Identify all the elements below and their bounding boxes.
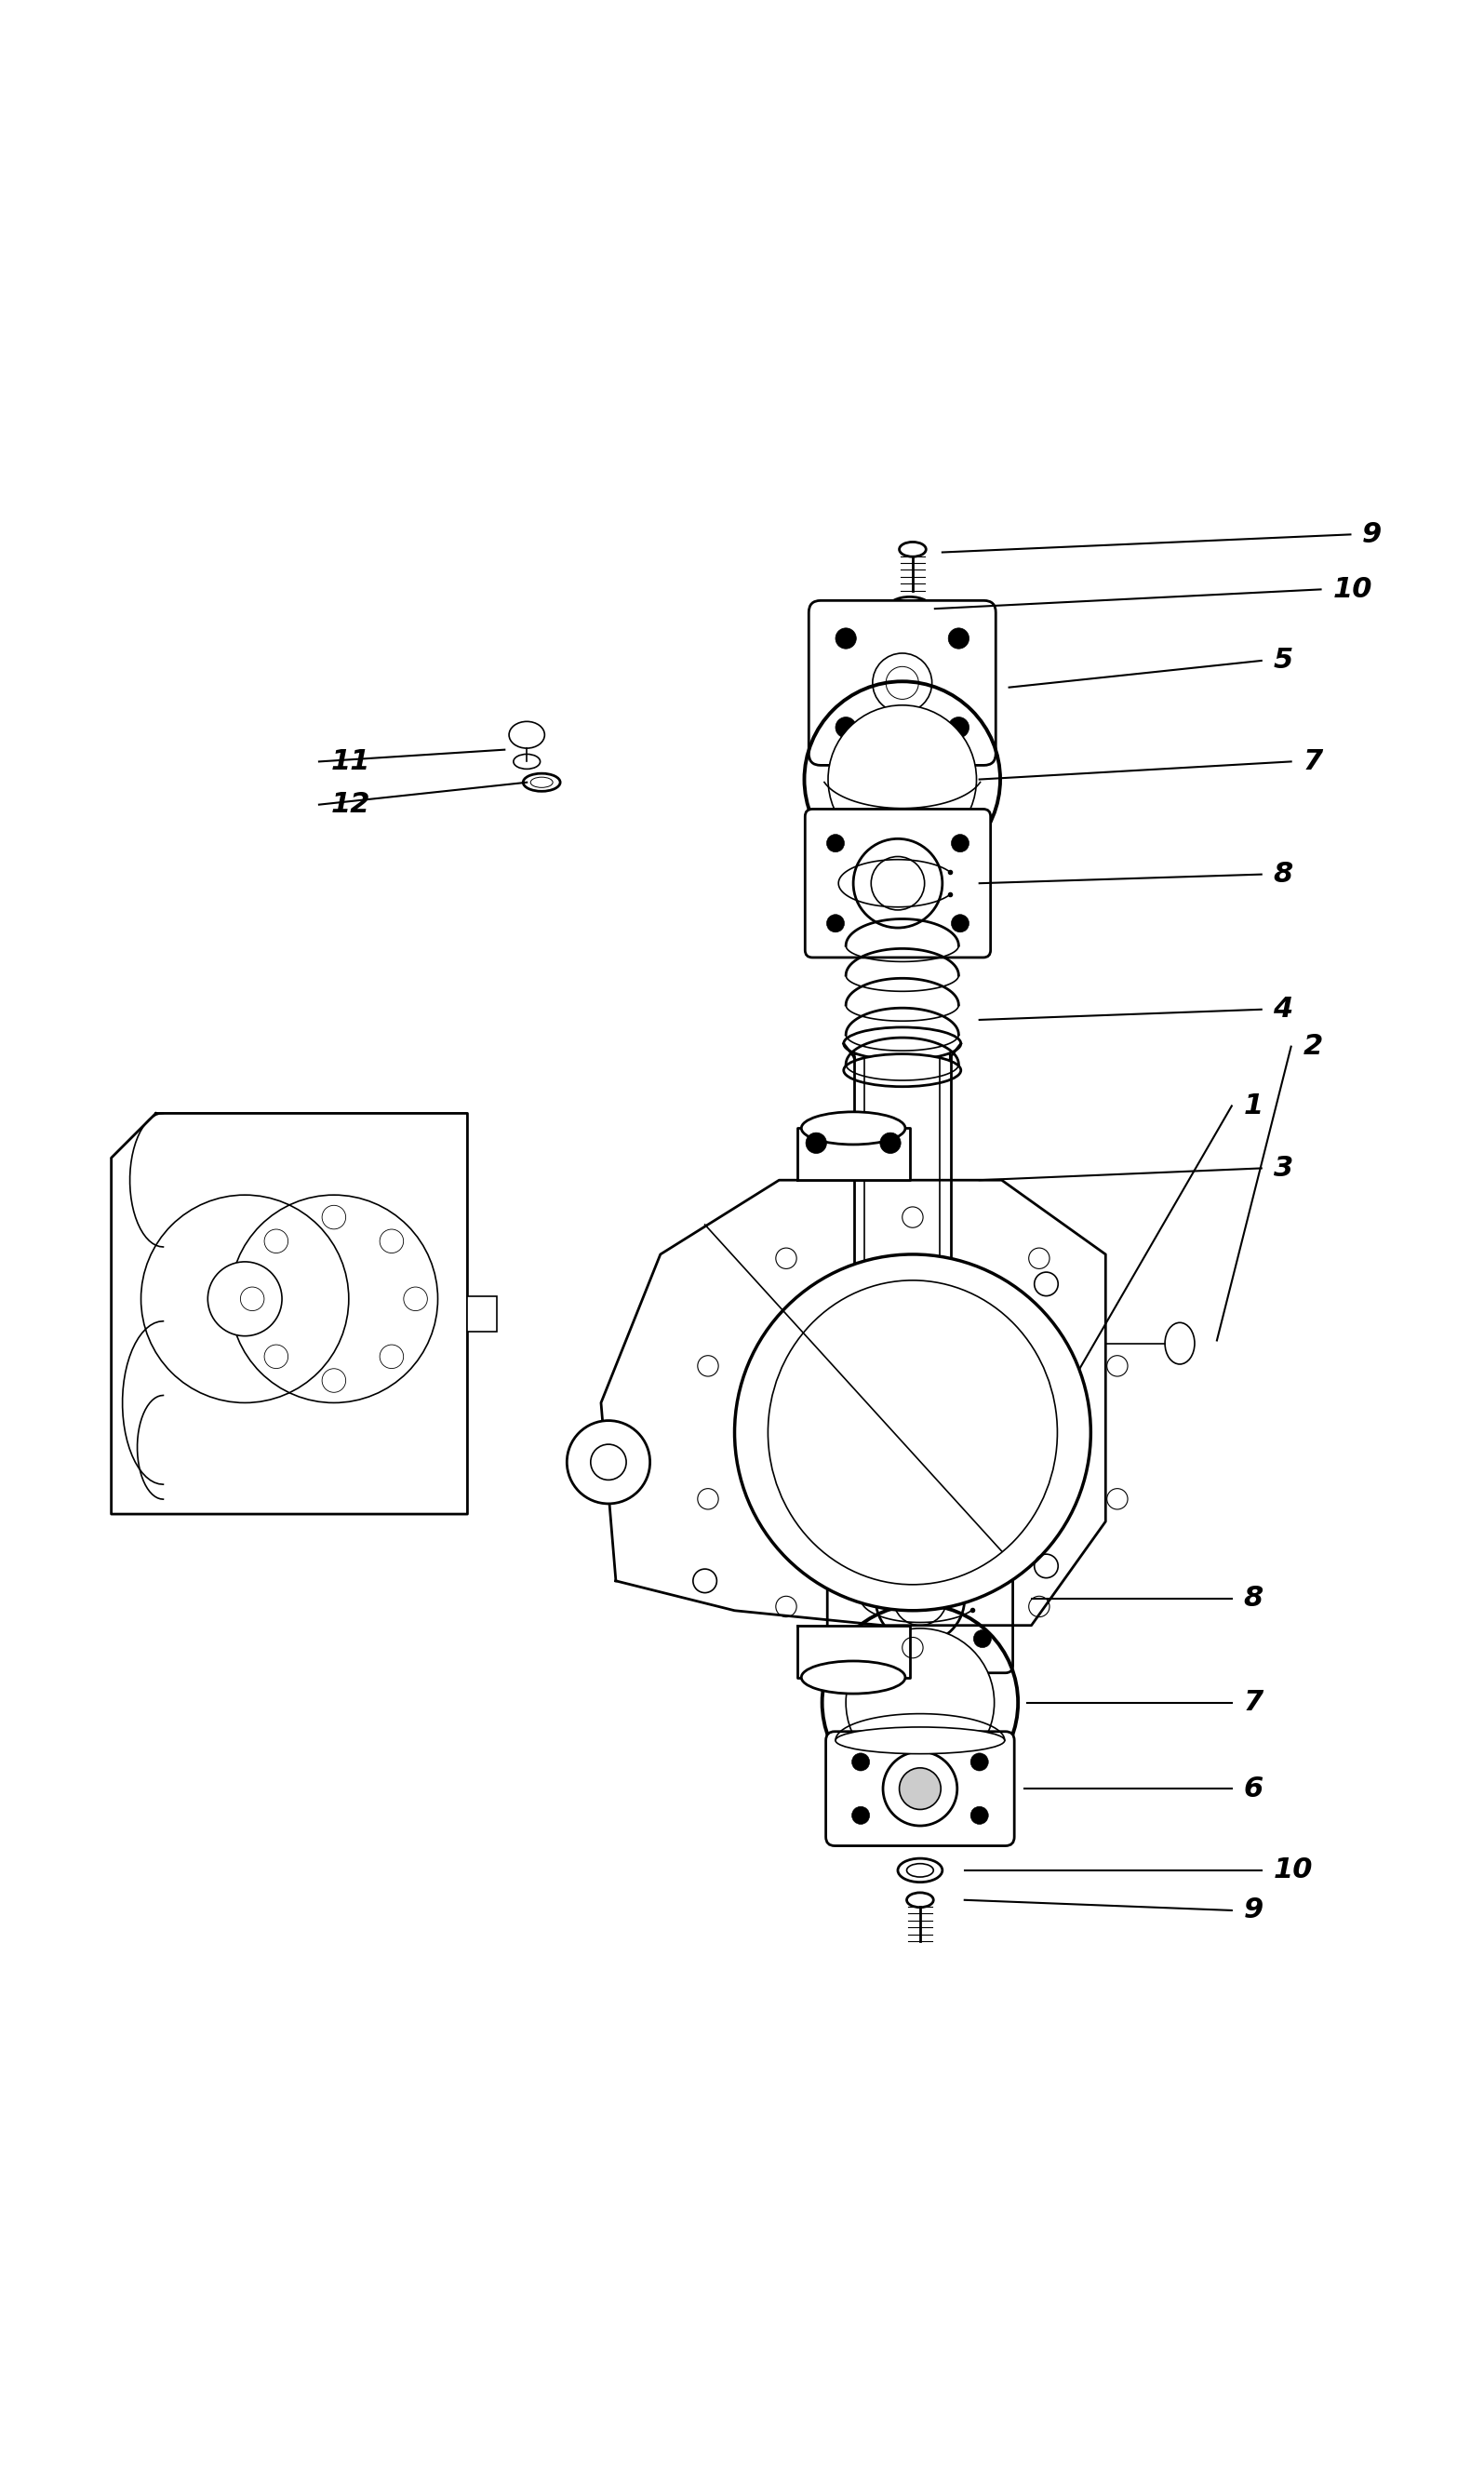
Bar	[467, 1297, 497, 1331]
Text: 7: 7	[1244, 1688, 1263, 1715]
Polygon shape	[797, 1626, 910, 1678]
Circle shape	[208, 1262, 282, 1336]
Ellipse shape	[855, 1041, 951, 1073]
FancyBboxPatch shape	[806, 808, 991, 957]
Circle shape	[974, 1629, 991, 1649]
Ellipse shape	[907, 1864, 933, 1877]
Ellipse shape	[513, 754, 540, 768]
FancyBboxPatch shape	[828, 1525, 1014, 1673]
Text: 8: 8	[1244, 1584, 1263, 1611]
Text: 5: 5	[1273, 647, 1293, 674]
Polygon shape	[601, 1180, 1106, 1626]
Ellipse shape	[531, 776, 552, 788]
Circle shape	[852, 1807, 870, 1825]
Ellipse shape	[843, 1054, 962, 1086]
Ellipse shape	[828, 704, 976, 853]
Text: 9: 9	[1244, 1896, 1263, 1924]
Ellipse shape	[898, 1859, 942, 1882]
Ellipse shape	[887, 597, 932, 620]
Text: 2: 2	[1303, 1034, 1322, 1061]
Ellipse shape	[835, 1728, 1005, 1753]
Text: 10: 10	[1273, 1857, 1313, 1884]
Text: 12: 12	[331, 791, 371, 818]
Ellipse shape	[896, 602, 923, 615]
Circle shape	[735, 1254, 1091, 1611]
Circle shape	[806, 1133, 827, 1153]
Circle shape	[567, 1420, 650, 1505]
Polygon shape	[111, 1113, 467, 1515]
Ellipse shape	[843, 1026, 962, 1061]
Circle shape	[948, 716, 969, 739]
Circle shape	[880, 1133, 901, 1153]
Ellipse shape	[801, 1113, 905, 1145]
Text: 4: 4	[1273, 997, 1293, 1024]
Circle shape	[971, 1807, 988, 1825]
Circle shape	[849, 1549, 867, 1567]
Text: 10: 10	[1333, 575, 1373, 602]
Ellipse shape	[855, 1294, 951, 1326]
Circle shape	[852, 1753, 870, 1770]
Circle shape	[835, 627, 856, 649]
Text: 6: 6	[1244, 1775, 1263, 1802]
Ellipse shape	[846, 1629, 994, 1777]
Ellipse shape	[509, 721, 545, 749]
Circle shape	[835, 716, 856, 739]
Ellipse shape	[801, 1661, 905, 1693]
Circle shape	[827, 915, 844, 932]
FancyBboxPatch shape	[809, 600, 996, 766]
Circle shape	[951, 835, 969, 853]
Circle shape	[893, 1572, 947, 1626]
Circle shape	[873, 654, 932, 711]
Circle shape	[974, 1549, 991, 1567]
Text: 3: 3	[1273, 1155, 1293, 1182]
Circle shape	[948, 627, 969, 649]
Ellipse shape	[1165, 1324, 1195, 1363]
Circle shape	[951, 915, 969, 932]
Circle shape	[871, 858, 925, 910]
Ellipse shape	[864, 1046, 941, 1068]
Text: 8: 8	[1273, 860, 1293, 887]
Text: 11: 11	[331, 749, 371, 776]
Text: 1: 1	[1244, 1093, 1263, 1121]
Polygon shape	[797, 1128, 910, 1180]
Text: 7: 7	[1303, 749, 1322, 776]
Circle shape	[827, 835, 844, 853]
Ellipse shape	[899, 543, 926, 558]
Circle shape	[899, 1768, 941, 1810]
FancyBboxPatch shape	[825, 1730, 1015, 1847]
Circle shape	[849, 1629, 867, 1649]
Text: 9: 9	[1362, 521, 1382, 548]
Circle shape	[971, 1753, 988, 1770]
Ellipse shape	[907, 1891, 933, 1906]
